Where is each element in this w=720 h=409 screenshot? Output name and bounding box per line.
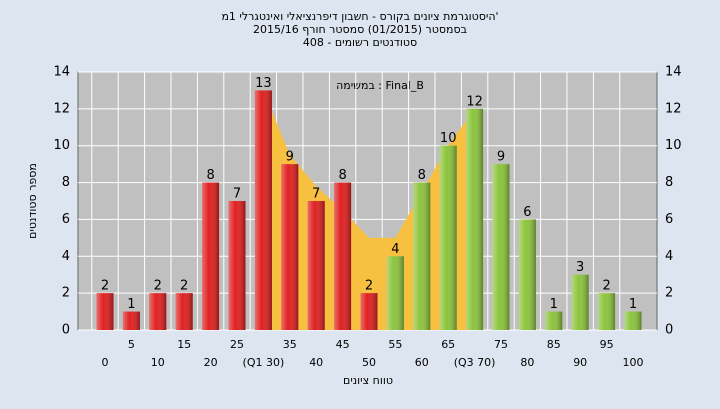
- y-tick-label: 4: [62, 249, 70, 264]
- y-tick-label: 14: [53, 65, 70, 80]
- x-tick-label: 5: [128, 338, 135, 351]
- x-tick-label: (Q1 30): [243, 356, 285, 369]
- y-tick-label: 6: [665, 212, 673, 227]
- y-tick-label: 4: [665, 249, 673, 264]
- y-tick-label: 10: [665, 138, 682, 153]
- data-label: 13: [255, 76, 272, 91]
- x-tick-label: 40: [309, 356, 323, 369]
- y-tick-label: 8: [62, 175, 70, 190]
- x-tick-label: 85: [547, 338, 561, 351]
- bar-shade: [175, 293, 193, 330]
- x-axis-label: טווח ציונים: [343, 374, 393, 387]
- x-tick-label: 100: [623, 356, 644, 369]
- y-tick-label: 6: [62, 212, 70, 227]
- x-tick-label: (Q3 70): [454, 356, 496, 369]
- data-label: 8: [206, 168, 214, 183]
- bar-shade: [518, 219, 536, 330]
- y-tick-label: 2: [62, 286, 70, 301]
- bar-shade: [545, 311, 563, 330]
- chart-title: היסטוגרמת ציונים בקורס - חשבון דיפרנציאל…: [221, 10, 498, 23]
- y-tick-label: 2: [665, 286, 673, 301]
- x-tick-label: 0: [102, 356, 109, 369]
- bar-shade: [624, 311, 642, 330]
- data-label: 12: [466, 94, 483, 109]
- data-label: 9: [286, 150, 294, 165]
- x-tick-label: 25: [230, 338, 244, 351]
- x-tick-label: 45: [336, 338, 350, 351]
- bar-shade: [281, 164, 299, 330]
- x-tick-label: 10: [151, 356, 165, 369]
- bar-shade: [307, 201, 325, 330]
- bar-shade: [386, 256, 404, 330]
- x-tick-label: 90: [573, 356, 587, 369]
- bar-shade: [439, 145, 457, 330]
- annotation: במשימה : Final_B: [336, 79, 424, 92]
- x-tick-label: 55: [388, 338, 402, 351]
- bar-shade: [571, 274, 589, 330]
- y-tick-label: 12: [53, 101, 70, 116]
- data-label: 8: [418, 168, 426, 183]
- bar-shade: [202, 182, 220, 330]
- y-axis-label: מספר סטודנטים: [26, 163, 39, 239]
- data-label: 8: [338, 168, 346, 183]
- data-label: 1: [127, 297, 135, 312]
- bar-shade: [598, 293, 616, 330]
- y-tick-label: 8: [665, 175, 673, 190]
- x-tick-label: 60: [415, 356, 429, 369]
- data-label: 7: [312, 187, 320, 202]
- data-label: 10: [440, 131, 457, 146]
- y-tick-label: 0: [665, 323, 673, 338]
- x-tick-label: 50: [362, 356, 376, 369]
- bar-shade: [254, 90, 272, 330]
- bar-shade: [122, 311, 140, 330]
- y-tick-label: 10: [53, 138, 70, 153]
- x-tick-label: 75: [494, 338, 508, 351]
- data-label: 7: [233, 187, 241, 202]
- data-label: 6: [523, 205, 531, 220]
- data-label: 2: [365, 279, 373, 294]
- bar-shade: [334, 182, 352, 330]
- bar-shade: [466, 108, 484, 330]
- x-tick-label: 95: [600, 338, 614, 351]
- bar-shade: [360, 293, 378, 330]
- x-tick-label: 65: [441, 338, 455, 351]
- y-tick-label: 12: [665, 101, 682, 116]
- x-tick-label: 80: [520, 356, 534, 369]
- data-label: 2: [180, 279, 188, 294]
- data-label: 9: [497, 150, 505, 165]
- data-label: 2: [154, 279, 162, 294]
- bar-shade: [413, 182, 431, 330]
- x-tick-label: 20: [204, 356, 218, 369]
- data-label: 1: [629, 297, 637, 312]
- y-tick-label: 0: [62, 323, 70, 338]
- data-label: 1: [550, 297, 558, 312]
- bar-shade: [96, 293, 114, 330]
- bar-shade: [492, 164, 510, 330]
- bar-shade: [149, 293, 167, 330]
- data-label: 4: [391, 242, 399, 257]
- x-tick-label: 15: [177, 338, 191, 351]
- y-tick-label: 14: [665, 65, 682, 80]
- x-tick-label: 35: [283, 338, 297, 351]
- chart-subtitle: בסמסטר (01/2015) סמסטר חורף 2015/16: [253, 23, 467, 36]
- bar-shade: [228, 201, 246, 330]
- data-label: 2: [602, 279, 610, 294]
- data-label: 3: [576, 260, 584, 275]
- data-label: 2: [101, 279, 109, 294]
- chart-subtitle: סטודנטים רשומים - 408: [303, 36, 417, 49]
